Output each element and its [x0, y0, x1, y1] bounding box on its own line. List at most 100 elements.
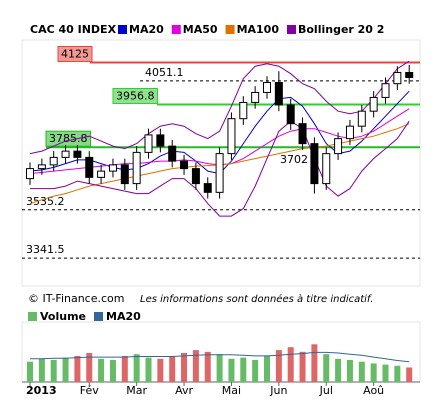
candle-body: [132, 151, 141, 185]
credit: © IT-Finance.com: [28, 292, 125, 305]
candle-body: [310, 143, 319, 185]
volume-bar: [394, 365, 401, 382]
candle-body: [203, 183, 212, 193]
candle-body: [357, 110, 366, 127]
bollinger-lower: [30, 120, 410, 217]
candle-body: [381, 83, 390, 98]
candle-body: [26, 168, 34, 180]
candle-body: [251, 91, 260, 103]
level-label: 4051.1: [145, 66, 184, 79]
candle-body: [393, 71, 402, 85]
candle-body: [73, 150, 82, 158]
level-label: 3535.2: [26, 195, 65, 208]
volume-bar: [98, 358, 105, 382]
volume-bar: [252, 359, 259, 382]
volume-bar: [181, 353, 188, 382]
candle-body: [37, 164, 46, 170]
volume-bar: [358, 361, 365, 382]
volume-bar: [370, 363, 377, 382]
candle-body: [322, 153, 331, 185]
x-tick-label: Jul: [319, 384, 333, 397]
volume-bar: [157, 358, 164, 382]
legend-label: MA20: [129, 23, 164, 36]
volume-ma-line: [30, 351, 410, 363]
volume-bar: [38, 358, 45, 382]
x-tick-label: Jun: [269, 384, 287, 397]
level-box: [112, 87, 158, 104]
volume-bar: [133, 354, 140, 382]
candle-body: [369, 96, 378, 112]
volume-bar: [240, 357, 247, 382]
x-tick-label: Avr: [175, 384, 193, 397]
volume-bar: [204, 351, 211, 382]
candle-body: [286, 104, 295, 125]
candle-body: [180, 160, 189, 170]
legend-label: MA20: [106, 310, 141, 323]
legend-swatch: [286, 25, 296, 34]
volume-bar: [287, 347, 294, 382]
x-tick-label: Mai: [222, 384, 241, 397]
candle-body: [215, 153, 224, 193]
level-label: 3956.8: [116, 89, 155, 102]
volume-bar: [264, 355, 270, 382]
legend-swatch: [28, 312, 37, 321]
candle-body: [191, 168, 200, 185]
volume-bar: [145, 357, 152, 382]
legend-swatch: [118, 25, 127, 34]
candle-body: [168, 145, 177, 162]
candle-body: [49, 156, 58, 166]
legend-swatch: [171, 25, 181, 34]
volume-bar: [311, 344, 318, 382]
volume-bar: [74, 355, 81, 382]
candle-body: [405, 71, 414, 78]
x-tick-label: Fév: [80, 384, 99, 397]
volume-bar: [406, 367, 413, 382]
volume-bar: [50, 359, 57, 382]
candle-body: [239, 101, 248, 120]
chart-title: CAC 40 INDEX: [30, 23, 117, 36]
legend-swatch: [225, 25, 235, 34]
candle-body: [61, 150, 70, 158]
level-label: 3702: [280, 153, 308, 166]
volume-bar: [62, 357, 69, 382]
volume-bar: [323, 354, 330, 382]
volume-bar: [335, 358, 342, 382]
legend-label: MA100: [237, 23, 280, 36]
candle-body: [120, 164, 129, 185]
level-label: 3341.5: [26, 243, 65, 256]
x-tick-label: Mar: [126, 384, 147, 397]
legend-label: Bollinger 20 2: [298, 23, 384, 36]
price-panel: [21, 39, 421, 287]
candle-body: [85, 156, 94, 178]
volume-bar: [109, 359, 116, 382]
volume-bar: [346, 359, 353, 382]
level-label: 3785.8: [49, 132, 88, 145]
volume-bar: [275, 350, 282, 382]
volume-bar: [192, 350, 199, 382]
level-label: 4125: [61, 47, 89, 60]
legend-label: Volume: [40, 310, 86, 323]
candle-body: [227, 118, 236, 155]
candle-body: [334, 138, 343, 155]
candle-body: [263, 81, 271, 93]
candle-body: [274, 81, 283, 106]
volume-bar: [382, 364, 389, 382]
x-tick-label: 2013: [26, 384, 57, 397]
volume-bar: [228, 358, 235, 382]
bollinger-upper: [29, 60, 410, 155]
candle-body: [345, 125, 354, 140]
candle-body: [97, 170, 106, 178]
volume-bar: [169, 356, 176, 382]
x-tick-label: Aoû: [363, 384, 384, 397]
candle-body: [156, 134, 165, 147]
volume-bar: [299, 351, 306, 382]
level-box: [45, 130, 91, 147]
level-box: [57, 45, 93, 62]
volume-bar: [121, 355, 128, 382]
volume-bar: [86, 353, 93, 382]
disclaimer: Les informations sont données à titre in…: [140, 293, 373, 305]
candle-body: [144, 134, 153, 153]
volume-bar: [27, 361, 33, 382]
